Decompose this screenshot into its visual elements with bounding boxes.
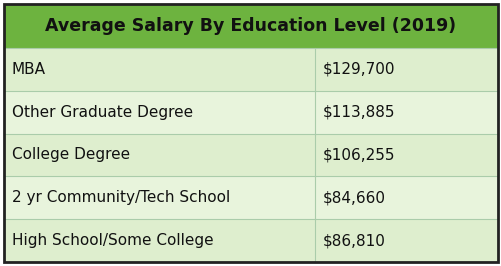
Text: MBA: MBA	[12, 62, 46, 77]
Text: $129,700: $129,700	[323, 62, 395, 77]
Bar	[4, 91, 497, 134]
Bar	[4, 4, 497, 48]
Bar	[4, 48, 497, 91]
Text: $113,885: $113,885	[323, 105, 395, 120]
Bar	[4, 176, 497, 219]
Text: $106,255: $106,255	[323, 148, 395, 163]
Text: 2 yr Community/Tech School: 2 yr Community/Tech School	[12, 190, 230, 205]
Text: $84,660: $84,660	[323, 190, 385, 205]
Bar	[4, 134, 497, 176]
Text: Other Graduate Degree: Other Graduate Degree	[12, 105, 193, 120]
Text: Average Salary By Education Level (2019): Average Salary By Education Level (2019)	[46, 17, 455, 35]
Text: $86,810: $86,810	[323, 233, 385, 248]
Text: High School/Some College: High School/Some College	[12, 233, 213, 248]
Text: College Degree: College Degree	[12, 148, 130, 163]
Bar	[4, 219, 497, 262]
